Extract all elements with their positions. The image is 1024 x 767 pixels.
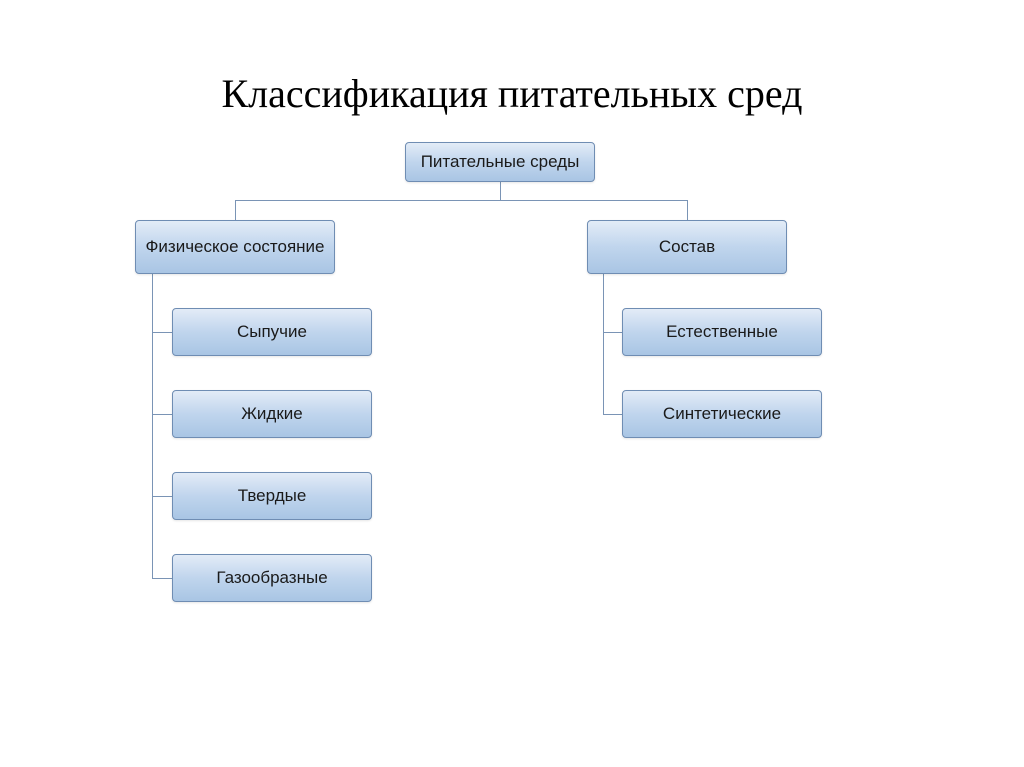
node-branch-composition: Состав	[587, 220, 787, 274]
node-root: Питательные среды	[405, 142, 595, 182]
node-child-liquid: Жидкие	[172, 390, 372, 438]
connector	[152, 496, 172, 497]
connector	[603, 414, 622, 415]
connector	[152, 414, 172, 415]
connector	[152, 332, 172, 333]
connector	[603, 332, 622, 333]
node-label: Твердые	[238, 486, 307, 506]
node-label: Состав	[659, 237, 715, 257]
connector	[500, 182, 501, 200]
connector	[235, 200, 236, 220]
connector	[152, 274, 153, 578]
node-child-natural: Естественные	[622, 308, 822, 356]
connector	[687, 200, 688, 220]
classification-diagram: Питательные среды Физическое состояние С…	[0, 138, 1024, 738]
node-label: Естественные	[666, 322, 778, 342]
connector	[235, 200, 687, 201]
node-child-loose: Сыпучие	[172, 308, 372, 356]
page-title: Классификация питательных сред	[0, 0, 1024, 117]
node-child-synthetic: Синтетические	[622, 390, 822, 438]
connector	[603, 274, 604, 414]
connector	[152, 578, 172, 579]
node-label: Газообразные	[216, 568, 327, 588]
node-label: Питательные среды	[421, 152, 580, 172]
node-label: Жидкие	[241, 404, 303, 424]
node-label: Физическое состояние	[145, 237, 324, 257]
node-child-solid: Твердые	[172, 472, 372, 520]
node-branch-physical-state: Физическое состояние	[135, 220, 335, 274]
node-child-gaseous: Газообразные	[172, 554, 372, 602]
node-label: Синтетические	[663, 404, 781, 424]
node-label: Сыпучие	[237, 322, 307, 342]
